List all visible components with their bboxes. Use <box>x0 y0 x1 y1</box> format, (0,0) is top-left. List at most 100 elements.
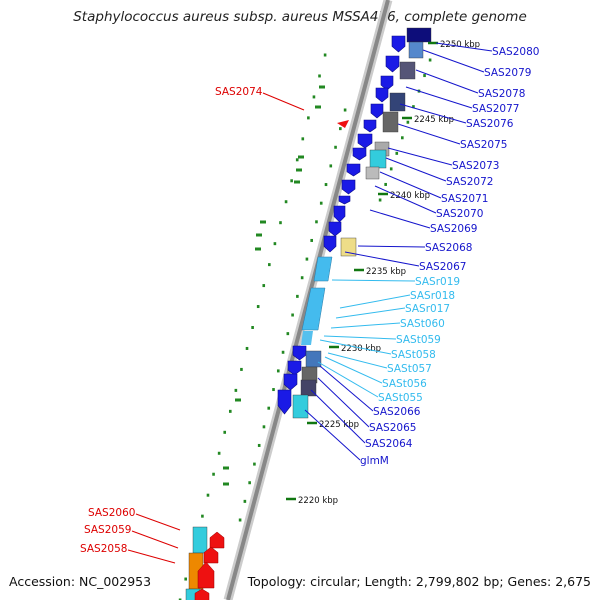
label-leader <box>357 245 426 248</box>
gene-block <box>382 111 399 133</box>
gc-dash <box>294 180 300 184</box>
gc-dot <box>423 74 426 78</box>
gene-block <box>408 41 424 59</box>
gene-label-sast058: SASt058 <box>391 349 436 361</box>
gc-dot <box>206 493 210 497</box>
gene-block <box>406 27 432 43</box>
gc-dash <box>255 247 261 251</box>
label-leader <box>324 356 383 384</box>
gc-dash <box>235 398 241 402</box>
reverse-gene-marker <box>337 120 349 128</box>
rna-gene <box>369 149 387 169</box>
gc-dot <box>290 179 293 183</box>
label-leader <box>335 307 406 319</box>
gc-dot <box>178 598 182 600</box>
gc-dot <box>384 182 387 186</box>
label-leader <box>319 365 374 412</box>
gc-dot <box>318 74 321 78</box>
rna-gene <box>192 526 208 554</box>
gc-dot <box>324 183 328 187</box>
gene-arrow <box>363 119 377 133</box>
gc-dot <box>389 167 393 171</box>
gc-dot <box>256 305 260 309</box>
gc-dot <box>184 577 187 581</box>
gc-dot <box>223 430 227 434</box>
gene-label-sas2065: SAS2065 <box>369 422 416 434</box>
label-leader <box>397 123 461 145</box>
gene-label-sas2079: SAS2079 <box>484 67 531 79</box>
gc-dot <box>284 200 288 204</box>
gc-dot <box>315 220 318 224</box>
label-leader <box>330 322 401 329</box>
gc-dot <box>334 145 337 149</box>
gene-label-sas2058: SAS2058 <box>80 543 127 555</box>
gc-dot <box>312 95 316 99</box>
gene-label-sasr017: SASr017 <box>405 303 450 315</box>
gc-dot <box>301 137 305 141</box>
tick-label: 2250 kbp <box>440 40 480 50</box>
gene-label-sas2066: SAS2066 <box>373 406 421 418</box>
gc-dash <box>260 220 266 224</box>
gene-block <box>300 379 317 397</box>
gc-dot <box>201 514 204 518</box>
gc-dot <box>295 158 299 162</box>
gene-label-sast059: SASt059 <box>396 334 441 346</box>
gc-dash <box>256 233 262 237</box>
gc-dot <box>378 198 382 202</box>
tick-label: 2225 kbp <box>319 420 359 430</box>
label-leader <box>135 513 181 531</box>
label-leader <box>323 335 397 340</box>
gene-labels: SAS2080 SAS2079 SAS2078 SAS2077 SAS2076 SAS20… <box>80 42 539 564</box>
label-leader <box>327 352 388 369</box>
gc-dot <box>262 425 266 429</box>
gene-label-glmm: glmM <box>360 455 389 467</box>
trna-gene <box>301 331 313 345</box>
gc-dot <box>267 406 271 410</box>
gc-dot <box>276 369 280 373</box>
rna-gene <box>292 394 309 419</box>
gene-block <box>389 92 406 112</box>
gc-dot <box>406 120 410 124</box>
gc-dot <box>323 53 327 57</box>
reverse-gene-arrow <box>197 561 215 589</box>
gc-dot <box>212 472 215 476</box>
gene-label-sas2074: SAS2074 <box>215 86 263 98</box>
reverse-gene-arrow <box>209 531 225 549</box>
gene-label-sas2075: SAS2075 <box>460 139 507 151</box>
tick-label: 2245 kbp <box>414 115 454 125</box>
gene-label-sas2076: SAS2076 <box>466 118 514 130</box>
gene-label-sas2080: SAS2080 <box>492 46 539 58</box>
gene-arrow <box>292 345 307 361</box>
gene-label-sas2068: SAS2068 <box>425 242 472 254</box>
label-leader <box>317 361 379 398</box>
gene-arrow <box>380 75 394 91</box>
gene-arrow <box>375 87 389 103</box>
gc-dot <box>268 263 271 267</box>
gc-dot <box>307 116 310 120</box>
gc-dot <box>238 518 242 522</box>
gc-dot <box>281 350 285 354</box>
gc-dot <box>243 499 247 503</box>
label-leader <box>387 147 453 166</box>
gc-dot <box>305 257 309 261</box>
label-leader <box>127 549 176 564</box>
gene-label-sas2060: SAS2060 <box>88 507 135 519</box>
gc-dot <box>428 58 432 62</box>
gene-arrow <box>346 163 361 177</box>
gene-arrow <box>357 133 373 149</box>
accession-text: Accession: NC_002953 <box>9 574 152 589</box>
label-leader <box>310 389 366 444</box>
gc-dot <box>401 136 404 140</box>
gene-label-sasr019: SASr019 <box>415 276 460 288</box>
label-leader <box>405 86 473 109</box>
gene-block <box>399 61 416 80</box>
label-leader <box>415 69 479 94</box>
gc-dot <box>412 105 415 109</box>
gene-label-sas2067: SAS2067 <box>419 261 466 273</box>
gc-dot <box>245 346 249 350</box>
gc-dot <box>296 294 299 298</box>
gc-dash <box>315 105 321 109</box>
gc-dot <box>343 108 347 112</box>
gene-block <box>365 166 380 180</box>
